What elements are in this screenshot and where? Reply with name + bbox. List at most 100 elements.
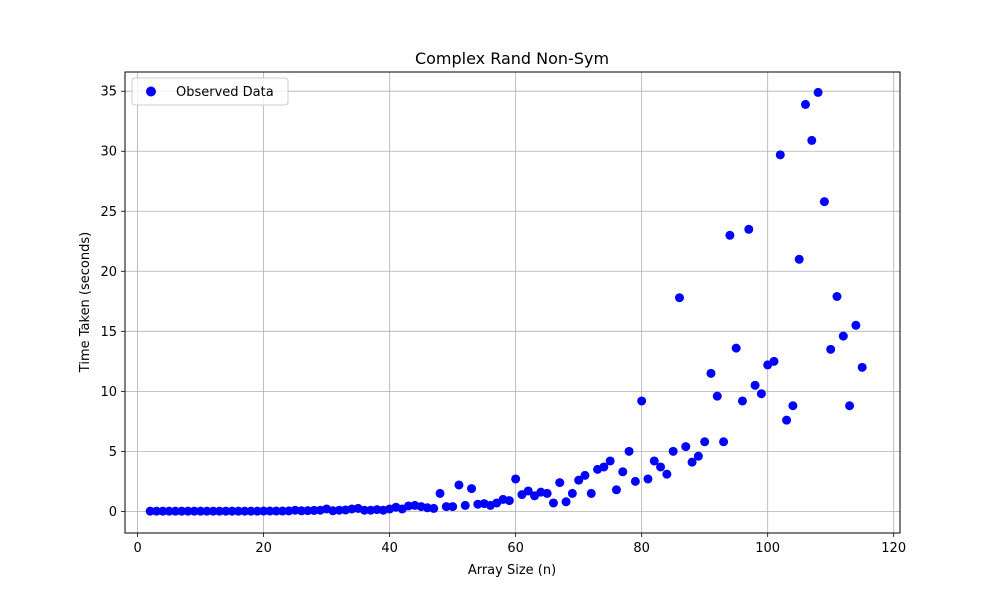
data-point	[523, 486, 533, 496]
data-point	[700, 437, 710, 447]
data-point	[800, 99, 810, 109]
data-point	[775, 150, 785, 160]
data-point	[296, 506, 306, 516]
x-tick-label: 60	[507, 541, 524, 556]
data-point	[265, 506, 275, 516]
y-tick-label: 20	[100, 265, 117, 280]
data-point	[693, 451, 703, 461]
data-point	[252, 506, 262, 516]
x-tick-label: 20	[255, 541, 272, 556]
data-point	[611, 485, 621, 495]
y-axis-label: Time Taken (seconds)	[78, 232, 93, 373]
data-point	[794, 254, 804, 264]
data-point	[832, 291, 842, 301]
y-tick-label: 5	[109, 445, 117, 460]
data-point	[542, 488, 552, 498]
data-point	[662, 469, 672, 479]
data-point	[826, 344, 836, 354]
data-point	[555, 478, 565, 488]
data-point	[807, 135, 817, 145]
y-tick-label: 35	[100, 85, 117, 100]
data-point	[637, 396, 647, 406]
x-tick-label: 0	[133, 541, 141, 556]
data-point	[643, 474, 653, 484]
data-point	[656, 462, 666, 472]
data-point	[838, 331, 848, 341]
data-point	[624, 446, 634, 456]
y-tick-label: 25	[100, 205, 117, 220]
data-point	[208, 506, 218, 516]
data-point	[177, 506, 187, 516]
data-point	[668, 446, 678, 456]
data-point	[189, 506, 199, 516]
data-point	[681, 442, 691, 452]
x-axis-label: Array Size (n)	[468, 563, 556, 578]
data-point	[196, 506, 206, 516]
data-point	[202, 506, 212, 516]
data-point	[429, 503, 439, 513]
data-point	[246, 506, 256, 516]
data-point	[586, 488, 596, 498]
data-point	[271, 506, 281, 516]
data-point	[504, 496, 514, 506]
data-point	[435, 488, 445, 498]
data-point	[687, 457, 697, 467]
data-point	[441, 502, 451, 512]
data-point	[819, 197, 829, 207]
plot-area-frame	[124, 71, 901, 534]
data-point	[221, 506, 231, 516]
x-tick-label: 40	[381, 541, 398, 556]
legend-box	[131, 77, 289, 106]
data-point	[605, 456, 615, 466]
data-point	[599, 462, 609, 472]
data-point	[240, 506, 250, 516]
data-point	[756, 389, 766, 399]
data-point	[152, 506, 162, 516]
chart-title: Complex Rand Non-Sym	[415, 49, 609, 68]
data-point	[788, 401, 798, 411]
data-point	[706, 368, 716, 378]
data-point	[309, 505, 319, 515]
data-point	[630, 476, 640, 486]
data-point	[233, 506, 243, 516]
data-point	[359, 505, 369, 515]
data-point	[511, 474, 521, 484]
y-tick-label: 30	[100, 145, 117, 160]
data-point	[170, 506, 180, 516]
data-point	[467, 484, 477, 494]
data-point	[712, 391, 722, 401]
data-point	[303, 506, 313, 516]
x-tick-label: 120	[881, 541, 906, 556]
data-point	[769, 356, 779, 366]
data-point	[719, 437, 729, 447]
data-point	[744, 224, 754, 234]
data-point	[448, 502, 458, 512]
data-point	[278, 506, 288, 516]
data-point	[227, 506, 237, 516]
data-point	[164, 506, 174, 516]
y-tick-label: 10	[100, 385, 117, 400]
data-point	[674, 293, 684, 303]
data-point	[750, 380, 760, 390]
y-tick-label: 0	[109, 505, 117, 520]
data-point	[561, 497, 571, 507]
data-point	[782, 415, 792, 425]
data-point	[851, 320, 861, 330]
data-point	[548, 498, 558, 508]
data-point	[215, 506, 225, 516]
x-tick-label: 100	[755, 541, 780, 556]
data-point	[145, 506, 155, 516]
data-point	[183, 506, 193, 516]
y-tick-label: 15	[100, 325, 117, 340]
scatter-points	[145, 87, 867, 516]
data-point	[567, 488, 577, 498]
x-tick-label: 80	[633, 541, 650, 556]
data-point	[618, 467, 628, 477]
legend-marker	[146, 86, 156, 97]
data-point	[857, 362, 867, 372]
data-point	[334, 505, 344, 515]
data-point	[813, 87, 823, 97]
legend: Observed Data	[131, 77, 289, 106]
data-point	[454, 480, 464, 490]
